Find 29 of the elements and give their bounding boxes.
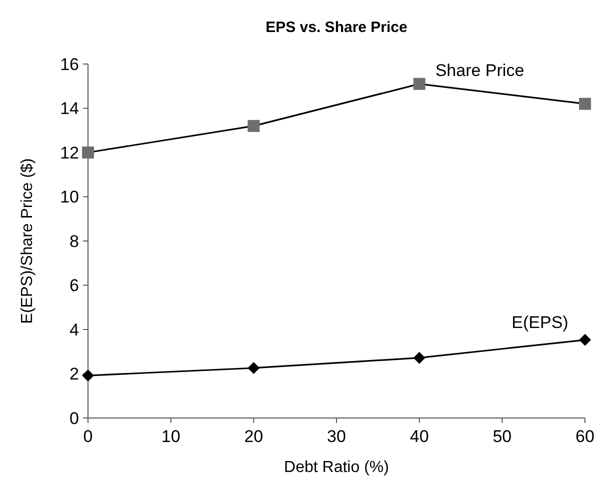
series-label: E(EPS) — [512, 312, 568, 332]
y-tick-label: 16 — [60, 54, 79, 74]
x-axis-title: Debt Ratio (%) — [284, 459, 389, 476]
point — [82, 370, 94, 382]
point — [579, 334, 591, 346]
point — [413, 352, 426, 364]
y-tick-label: 8 — [70, 232, 79, 251]
y-tick-label: 6 — [70, 276, 79, 296]
x-tick-label: 40 — [410, 427, 429, 446]
point — [579, 98, 591, 110]
series-label: Share Price — [435, 60, 524, 80]
x-tick-label: 0 — [83, 427, 93, 446]
y-tick-label: 14 — [60, 99, 79, 118]
point — [248, 362, 260, 374]
x-tick-label: 20 — [244, 427, 264, 446]
x-tick-label: 30 — [327, 427, 346, 446]
point — [82, 146, 94, 158]
chart-title: EPS vs. Share Price — [266, 19, 408, 36]
y-axis-title: E(EPS)/Share Price ($) — [19, 158, 36, 324]
x-tick-label: 60 — [576, 427, 594, 446]
point — [413, 78, 426, 90]
y-tick-label: 0 — [70, 408, 79, 428]
y-tick-label: 2 — [70, 364, 79, 384]
x-tick-label: 10 — [161, 427, 180, 446]
y-tick-label: 10 — [60, 188, 79, 207]
point — [248, 120, 260, 132]
x-tick-label: 50 — [492, 427, 512, 446]
y-tick-label: 12 — [60, 143, 79, 162]
y-tick-label: 4 — [70, 320, 79, 340]
